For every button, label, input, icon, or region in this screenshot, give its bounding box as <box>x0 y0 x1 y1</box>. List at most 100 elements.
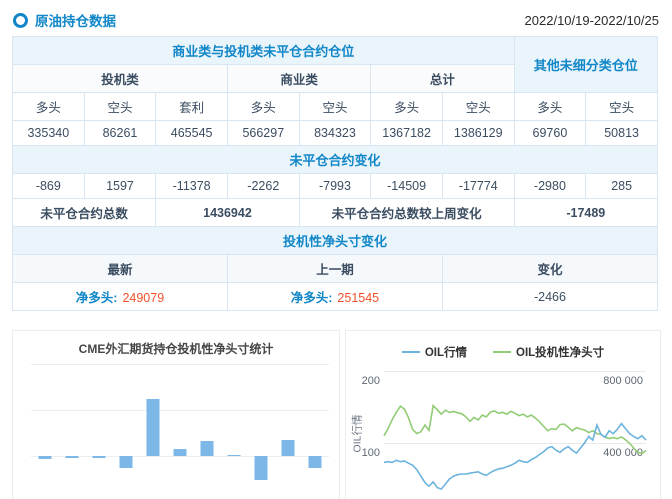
charts-area: CME外汇期货持仓投机性净头寸统计 加元纽元瑞郎澳元原油美元黄金白银日元欧元英镑… <box>12 330 672 499</box>
group-header-commercial: 商业类 <box>226 64 372 93</box>
position-value-cell: 50813 <box>585 120 658 146</box>
y-axis-tick-left: 200 <box>361 375 380 387</box>
column-header-cell: 空头 <box>441 92 515 121</box>
section-header-contracts: 商业类与投机类未平仓合约仓位 <box>12 36 515 65</box>
position-value-cell: 566297 <box>226 120 300 146</box>
table-row: 投机性净头寸变化 <box>12 226 658 255</box>
y-axis-tick-right: 400 000 <box>603 447 643 459</box>
bar-chart-plot <box>31 364 329 499</box>
change-value-cell: -2980 <box>513 173 587 199</box>
total-value: 1436942 <box>155 198 300 227</box>
line-chart-plot: 200 100 800 000 400 000 OIL行情 <box>346 366 660 499</box>
bar-rect <box>173 449 187 456</box>
net-prev-label: 净多头: <box>290 291 333 305</box>
gridline <box>31 410 329 411</box>
column-header-cell: 多头 <box>370 92 443 121</box>
bar-rect <box>146 398 160 456</box>
series-oil-net-position <box>384 406 646 454</box>
bar-rect <box>281 439 295 456</box>
zero-line <box>31 456 329 457</box>
y-axis-tick-left: 100 <box>361 447 380 459</box>
weekly-change-value: -17489 <box>513 198 659 227</box>
bar <box>112 364 139 499</box>
section-header-net-position: 投机性净头寸变化 <box>12 226 658 255</box>
bar <box>221 364 248 499</box>
change-value-cell: -7993 <box>298 173 372 199</box>
bar <box>31 364 58 499</box>
position-value-cell: 335340 <box>12 120 85 146</box>
bar <box>248 364 275 499</box>
legend-item-oil-price[interactable]: OIL行情 <box>401 344 467 360</box>
change-value-cell: -2262 <box>226 173 300 199</box>
column-header-cell: 多头 <box>513 92 587 121</box>
bar-rect <box>254 456 268 480</box>
section-header-change: 未平仓合约变化 <box>12 145 658 174</box>
bar <box>302 364 329 499</box>
legend-label: OIL行情 <box>424 347 467 359</box>
weekly-change-label: 未平仓合约总数较上周变化 <box>298 198 515 227</box>
net-header-cell: 最新 <box>12 254 228 283</box>
column-header-cell: 套利 <box>155 92 228 121</box>
column-header-cell: 多头 <box>226 92 300 121</box>
line-chart-panel: OIL行情 OIL投机性净头寸 200 100 800 000 400 000 <box>345 330 661 499</box>
bar-rect <box>92 456 106 458</box>
change-value-cell: -869 <box>12 173 85 199</box>
group-header-total: 总计 <box>370 64 515 93</box>
bar <box>85 364 112 499</box>
change-value-cell: -11378 <box>155 173 228 199</box>
column-header-cell: 空头 <box>83 92 157 121</box>
table-row: 投机类 商业类 总计 <box>12 64 658 93</box>
bar <box>275 364 302 499</box>
column-header-cell: 空头 <box>298 92 372 121</box>
column-header-cell: 空头 <box>585 92 658 121</box>
net-change-value: -2466 <box>441 282 659 311</box>
total-label: 未平仓合约总数 <box>11 198 157 227</box>
net-prev-cell: 净多头: 251545 <box>226 282 443 311</box>
title-wrap: 原油持仓数据 <box>13 10 116 30</box>
net-prev-value: 251545 <box>337 291 380 305</box>
legend-line-icon <box>493 351 511 353</box>
change-value-cell: 1597 <box>83 173 157 199</box>
bullet-icon <box>13 12 28 28</box>
legend-line-icon <box>401 351 420 353</box>
line-chart-legend: OIL行情 OIL投机性净头寸 <box>346 331 660 360</box>
bar-chart-title: CME外汇期货持仓投机性净头寸统计 <box>78 342 274 356</box>
bar-rect <box>119 456 133 469</box>
change-value-cell: 285 <box>585 173 658 199</box>
y-axis-title: OIL行情 <box>351 414 364 453</box>
section-header-other: 其他未细分类仓位 <box>513 36 659 93</box>
legend-item-oil-net-position[interactable]: OIL投机性净头寸 <box>493 344 604 360</box>
position-value-cell: 1386129 <box>441 120 515 146</box>
bars-container <box>31 364 329 499</box>
table-row: 多头 空头 套利 多头 空头 多头 空头 多头 空头 <box>12 92 658 121</box>
page-title: 原油持仓数据 <box>35 14 116 29</box>
plot-area: 200 100 800 000 400 000 <box>362 366 646 499</box>
table-row: 最新 上一期 变化 <box>12 254 659 283</box>
position-value-cell: 465545 <box>155 120 228 146</box>
column-header-cell: 多头 <box>12 92 85 121</box>
series-oil-price <box>384 424 646 490</box>
position-value-cell: 69760 <box>513 120 587 146</box>
position-value-cell: 86261 <box>83 120 157 146</box>
table-row: -869 1597 -11378 -2262 -7993 -14509 -17774 -298… <box>12 173 658 199</box>
bar <box>194 364 221 499</box>
table-row: 净多头: 249079 净多头: 251545 -2466 <box>12 282 659 311</box>
gridline <box>31 364 329 365</box>
bar-rect <box>200 441 214 456</box>
page-header: 原油持仓数据 2022/10/19-2022/10/25 <box>0 0 672 36</box>
bar-rect <box>65 456 79 458</box>
change-value-cell: -17774 <box>441 173 515 199</box>
change-value-cell: -14509 <box>370 173 443 199</box>
bar-rect <box>308 456 322 468</box>
net-latest-cell: 净多头: 249079 <box>12 282 228 311</box>
table-row: 商业类与投机类未平仓合约仓位 其他未细分类仓位 <box>12 36 659 93</box>
table-row: 未平仓合约变化 <box>12 145 658 174</box>
gridline <box>384 443 646 444</box>
group-header-speculative: 投机类 <box>12 64 228 93</box>
net-latest-label: 净多头: <box>75 291 118 305</box>
y-axis-tick-right: 800 000 <box>603 375 643 387</box>
bar <box>58 364 85 499</box>
date-range: 2022/10/19-2022/10/25 <box>524 12 659 28</box>
bar-rect <box>38 456 52 459</box>
legend-label: OIL投机性净头寸 <box>516 347 605 359</box>
